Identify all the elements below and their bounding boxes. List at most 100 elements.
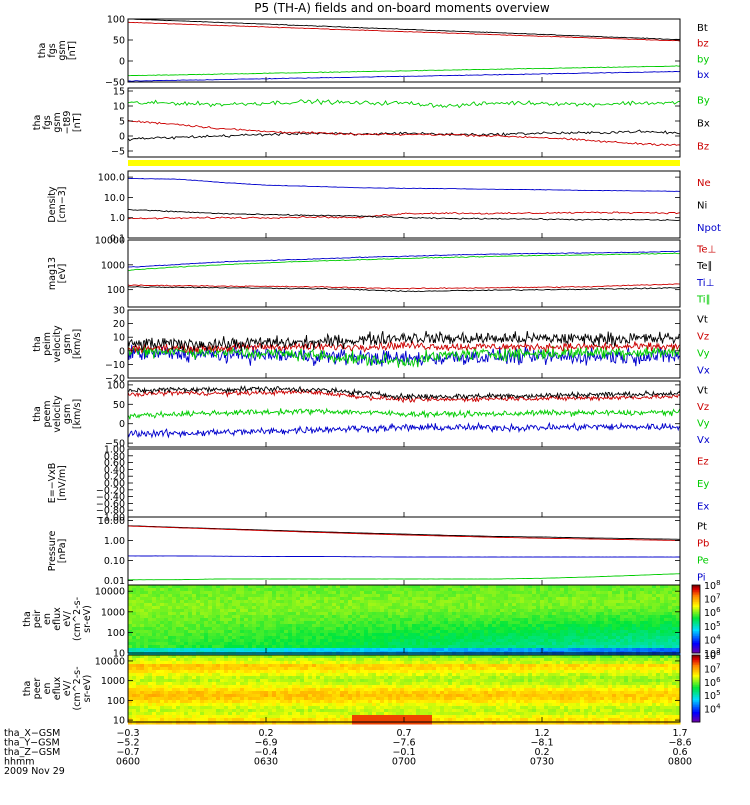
spectrogram-cell	[468, 612, 473, 616]
spectrogram-cell	[204, 618, 209, 622]
spectrogram-cell	[320, 682, 325, 686]
spectrogram-cell	[332, 682, 337, 686]
spectrogram-cell	[204, 676, 209, 680]
spectrogram-cell	[224, 648, 229, 652]
spectrogram-cell	[296, 688, 301, 692]
spectrogram-cell	[608, 648, 613, 652]
spectrogram-cell	[380, 594, 385, 598]
spectrogram-cell	[500, 585, 505, 589]
spectrogram-cell	[156, 673, 161, 677]
spectrogram-cell	[288, 661, 293, 665]
spectrogram-cell	[420, 648, 425, 652]
spectrogram-cell	[440, 603, 445, 607]
spectrogram-cell	[516, 588, 521, 592]
spectrogram-cell	[176, 715, 181, 719]
spectrogram-cell	[300, 648, 305, 652]
spectrogram-cell	[344, 594, 349, 598]
spectrogram-cell	[160, 664, 165, 668]
spectrogram-cell	[260, 673, 265, 677]
spectrogram-cell	[528, 606, 533, 610]
spectrogram-cell	[148, 624, 153, 628]
spectrogram-cell	[148, 612, 153, 616]
spectrogram-cell	[200, 691, 205, 695]
spectrogram-cell	[332, 658, 337, 662]
spectrogram-cell	[344, 591, 349, 595]
spectrogram-cell	[324, 712, 329, 716]
spectrogram-cell	[356, 642, 361, 646]
spectrogram-cell	[608, 636, 613, 640]
spectrogram-cell	[236, 597, 241, 601]
spectrogram-cell	[436, 594, 441, 598]
spectrogram-cell	[320, 691, 325, 695]
spectrogram-cell	[316, 706, 321, 710]
spectrogram-cell	[512, 606, 517, 610]
spectrogram-cell	[364, 655, 369, 659]
spectrogram-cell	[340, 670, 345, 674]
spectrogram-cell	[352, 700, 357, 704]
spectrogram-cell	[184, 673, 189, 677]
spectrogram-cell	[648, 636, 653, 640]
spectrogram-cell	[420, 615, 425, 619]
spectrogram-cell	[424, 648, 429, 652]
spectrogram-cell	[396, 588, 401, 592]
spectrogram-cell	[376, 676, 381, 680]
spectrogram-cell	[532, 636, 537, 640]
spectrogram-cell	[208, 615, 213, 619]
spectrogram-cell	[272, 703, 277, 707]
spectrogram-cell	[360, 621, 365, 625]
spectrogram-cell	[304, 697, 309, 701]
spectrogram-cell	[432, 648, 437, 652]
spectrogram-cell	[224, 709, 229, 713]
spectrogram-cell	[244, 703, 249, 707]
spectrogram-cell	[568, 597, 573, 601]
spectrogram-cell	[364, 624, 369, 628]
spectrogram-cell	[492, 609, 497, 613]
spectrogram-cell	[252, 636, 257, 640]
spectrogram-cell	[340, 712, 345, 716]
spectrogram-cell	[528, 639, 533, 643]
spectrogram-cell	[272, 645, 277, 649]
spectrogram-cell	[424, 603, 429, 607]
spectrogram-cell	[408, 591, 413, 595]
spectrogram-cell	[272, 655, 277, 659]
spectrogram-cell	[512, 633, 517, 637]
spectrogram-cell	[164, 618, 169, 622]
spectrogram-cell	[536, 606, 541, 610]
spectrogram-cell	[280, 609, 285, 613]
spectrogram-cell	[372, 642, 377, 646]
spectrogram-cell	[220, 618, 225, 622]
spectrogram-cell	[580, 636, 585, 640]
spectrogram-cell	[292, 715, 297, 719]
spectrogram-cell	[148, 715, 153, 719]
spectrogram-cell	[572, 642, 577, 646]
spectrogram-cell	[316, 642, 321, 646]
spectrogram-cell	[572, 594, 577, 598]
spectrogram-cell	[212, 694, 217, 698]
spectrogram-cell	[264, 661, 269, 665]
spectrogram-cell	[556, 621, 561, 625]
spectrogram-cell	[192, 603, 197, 607]
spectrogram-cell	[160, 679, 165, 683]
spectrogram-cell	[344, 673, 349, 677]
spectrogram-cell	[368, 618, 373, 622]
spectrogram-cell	[152, 603, 157, 607]
spectrogram-cell	[260, 609, 265, 613]
spectrogram-cell	[192, 645, 197, 649]
spectrogram-cell	[244, 597, 249, 601]
spectrogram-cell	[480, 636, 485, 640]
spectrogram-cell	[284, 685, 289, 689]
spectrogram-cell	[424, 609, 429, 613]
spectrogram-cell	[228, 685, 233, 689]
spectrogram-cell	[568, 594, 573, 598]
spectrogram-cell	[480, 624, 485, 628]
spectrogram-cell	[376, 627, 381, 631]
spectrogram-cell	[304, 615, 309, 619]
spectrogram-cell	[548, 597, 553, 601]
spectrogram-cell	[372, 603, 377, 607]
series-line-Ti⊥	[128, 251, 680, 267]
spectrogram-cell	[144, 685, 149, 689]
spectrogram-cell	[580, 591, 585, 595]
spectrogram-cell	[624, 633, 629, 637]
spectrogram-cell	[348, 688, 353, 692]
spectrogram-cell	[312, 703, 317, 707]
